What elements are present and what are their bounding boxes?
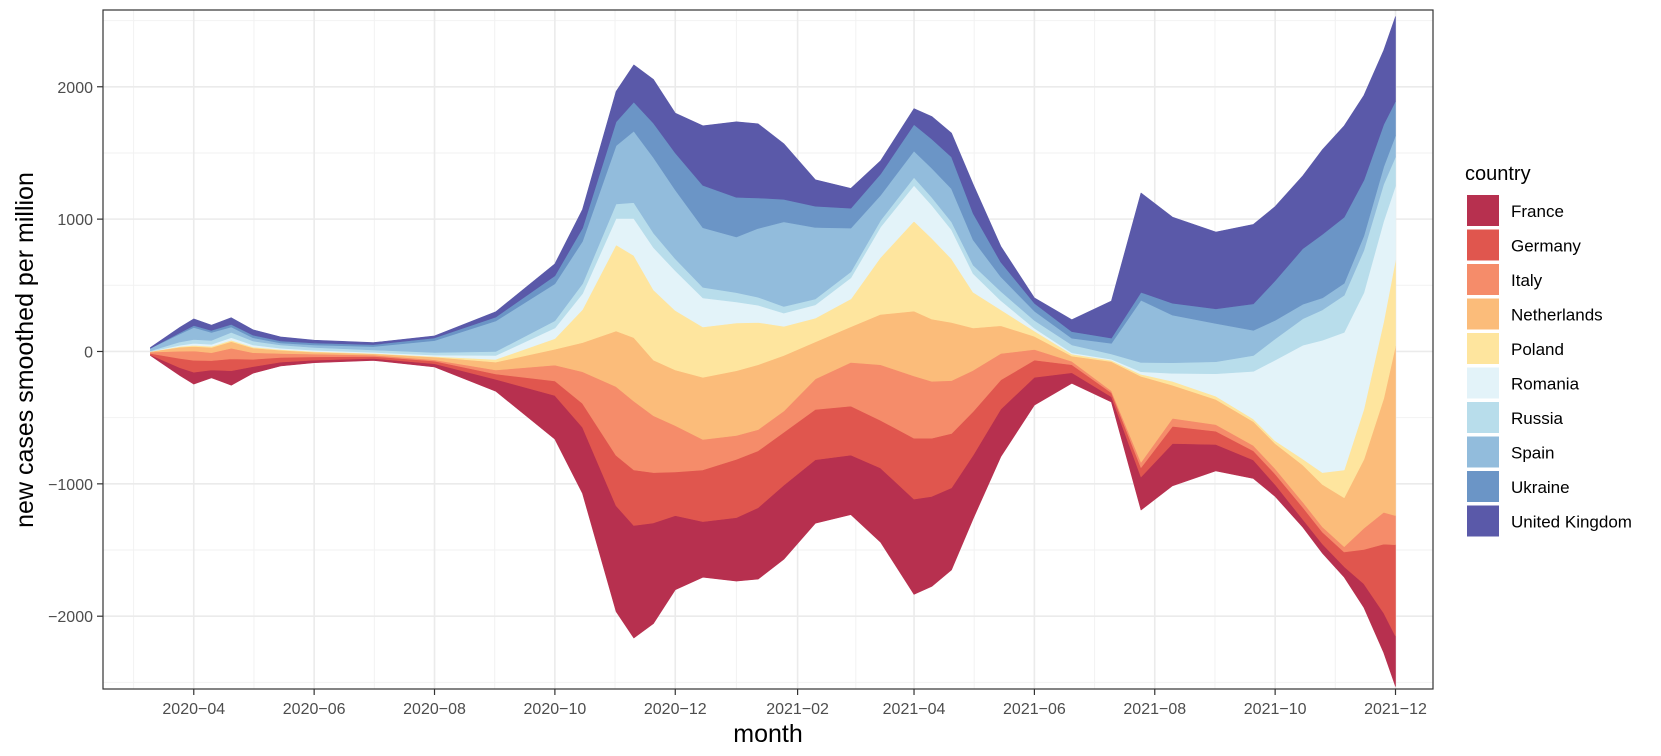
legend-swatch	[1467, 298, 1499, 330]
y-tick-label: 2000	[57, 80, 93, 97]
x-tick-label: 2020−06	[283, 701, 346, 718]
legend-swatch	[1467, 471, 1499, 502]
legend-swatch	[1467, 436, 1499, 468]
legend-swatch	[1467, 367, 1499, 399]
y-tick-label: 1000	[57, 212, 93, 229]
x-tick-label: 2021−06	[1003, 701, 1066, 718]
legend-swatch	[1467, 264, 1499, 295]
legend-label: Ukraine	[1511, 478, 1570, 497]
legend-swatch	[1467, 505, 1499, 537]
x-tick-label: 2021−04	[883, 701, 946, 718]
legend-label: Romania	[1511, 375, 1580, 394]
legend-swatch	[1467, 229, 1499, 261]
area-united-kingdom	[150, 16, 1396, 349]
x-tick-label: 2021−12	[1364, 701, 1427, 718]
legend-swatch	[1467, 402, 1499, 433]
y-axis-title: new cases smoothed per million	[11, 172, 39, 528]
y-axis: −2000 −1000 0 1000 2000	[48, 80, 103, 626]
x-tick-label: 2021−10	[1244, 701, 1307, 718]
legend-label: France	[1511, 202, 1564, 221]
y-tick-label: 0	[84, 344, 93, 361]
legend-label: Netherlands	[1511, 306, 1603, 325]
legend-title: country	[1465, 163, 1531, 185]
legend: country France Germany Italy Netherlands Pol…	[1465, 163, 1632, 537]
legend-label: Russia	[1511, 409, 1564, 428]
y-tick-label: −1000	[48, 477, 93, 494]
stream-areas	[150, 16, 1396, 687]
x-tick-label: 2021−02	[766, 701, 829, 718]
legend-label: Spain	[1511, 444, 1554, 463]
y-tick-label: −2000	[48, 609, 93, 626]
x-tick-label: 2020−04	[162, 701, 225, 718]
x-tick-label: 2020−10	[524, 701, 587, 718]
x-tick-label: 2020−08	[403, 701, 466, 718]
plot-panel-border	[102, 9, 1434, 690]
legend-label: Germany	[1511, 237, 1581, 256]
legend-swatch	[1467, 195, 1499, 226]
legend-swatch	[1467, 333, 1499, 364]
legend-label: United Kingdom	[1511, 513, 1632, 532]
x-tick-label: 2021−08	[1123, 701, 1186, 718]
legend-label: Italy	[1511, 271, 1543, 290]
x-axis-title: month	[733, 720, 802, 748]
x-axis: 2020−04 2020−06 2020−08 2020−10 2020−12 2021−…	[162, 689, 1427, 718]
legend-label: Poland	[1511, 340, 1564, 359]
x-tick-label: 2020−12	[644, 701, 707, 718]
